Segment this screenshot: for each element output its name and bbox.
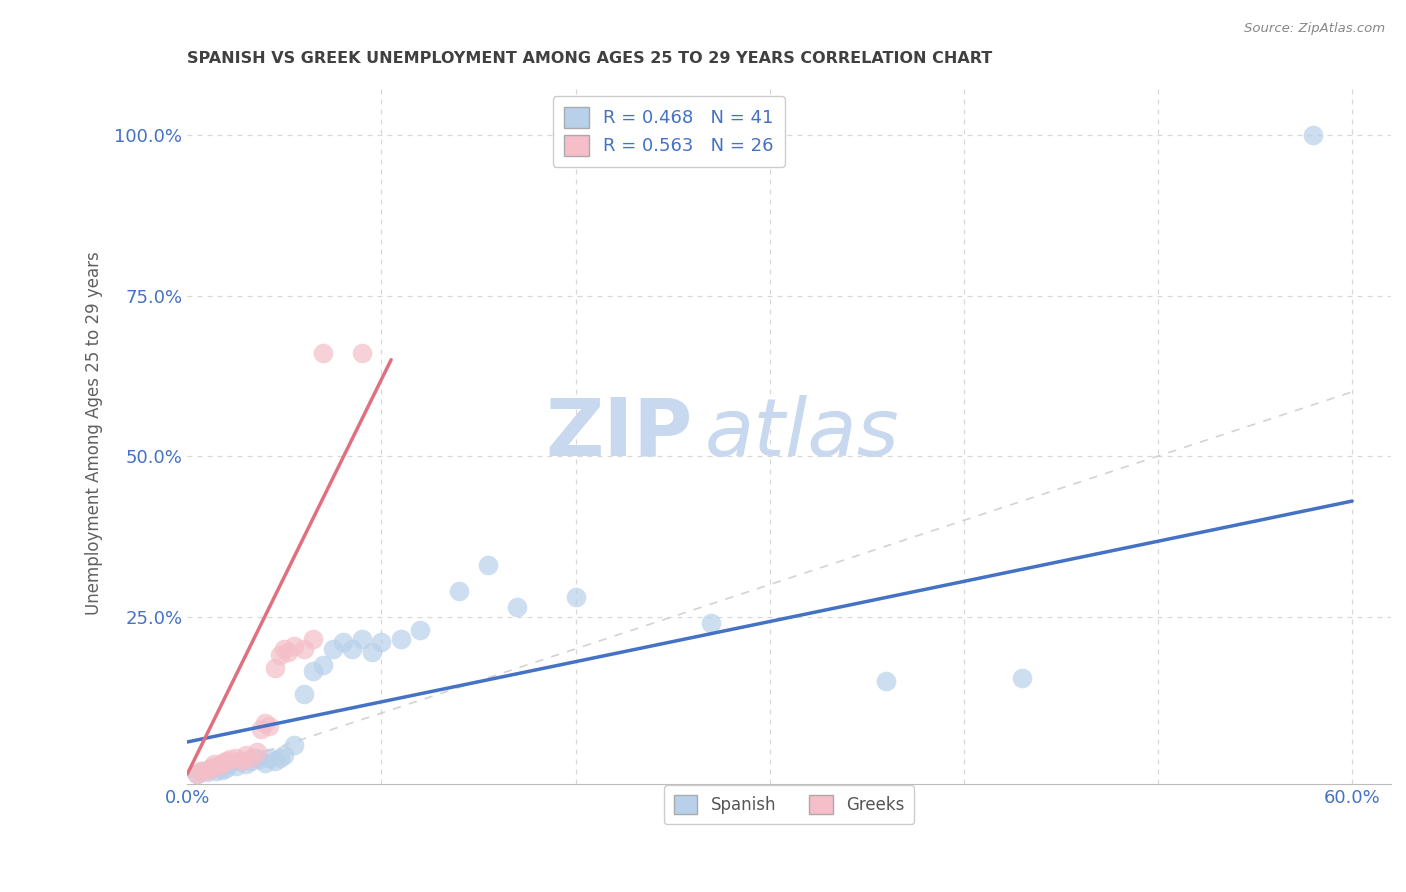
Point (302, 632, 325, 647)
Point (257, 719, 280, 733)
Point (370, 635, 392, 649)
Legend: Spanish, Greeks: Spanish, Greeks (664, 785, 914, 824)
Point (389, 632, 412, 647)
Point (250, 722, 273, 736)
Point (263, 661, 285, 675)
Point (225, 751, 247, 765)
Point (200, 761, 222, 775)
Point (283, 738, 305, 752)
Point (186, 767, 208, 781)
Point (240, 751, 263, 765)
Point (409, 623, 432, 637)
Y-axis label: Unemployment Among Ages 25 to 29 years: Unemployment Among Ages 25 to 29 years (86, 252, 103, 615)
Point (283, 639, 305, 653)
Point (215, 761, 238, 775)
Point (209, 758, 232, 772)
Point (312, 346, 335, 360)
Point (564, 591, 586, 605)
Point (247, 752, 270, 766)
Point (350, 346, 373, 360)
Point (273, 641, 295, 656)
Point (207, 758, 229, 772)
Point (257, 751, 280, 765)
Point (215, 754, 238, 768)
Point (342, 641, 364, 656)
Point (312, 657, 335, 672)
Point (506, 600, 529, 615)
Point (235, 747, 257, 762)
Point (277, 645, 299, 659)
Point (875, 673, 897, 688)
Point (190, 764, 212, 778)
Point (350, 632, 373, 647)
Point (219, 752, 242, 766)
Point (263, 754, 285, 768)
Point (302, 665, 325, 679)
Point (240, 754, 263, 768)
Point (225, 758, 247, 772)
Point (269, 648, 291, 663)
Point (477, 558, 499, 573)
Point (245, 751, 267, 765)
Point (292, 641, 315, 656)
Point (360, 645, 382, 659)
Point (273, 747, 295, 762)
Point (332, 635, 354, 649)
Point (700, 616, 723, 631)
Point (231, 754, 253, 768)
Point (228, 754, 250, 768)
Point (219, 756, 242, 771)
Point (211, 763, 233, 777)
Point (186, 767, 208, 781)
Point (195, 763, 218, 777)
Point (1302, 128, 1324, 142)
Point (322, 641, 344, 656)
Point (292, 687, 315, 701)
Point (204, 757, 226, 772)
Point (190, 764, 212, 778)
Point (253, 715, 276, 730)
Point (235, 757, 257, 772)
Point (205, 764, 228, 778)
Point (269, 751, 291, 765)
Text: ZIP: ZIP (546, 394, 693, 473)
Point (211, 756, 233, 771)
Point (449, 584, 471, 599)
Point (246, 745, 269, 759)
Text: atlas: atlas (704, 394, 900, 473)
Text: Source: ZipAtlas.com: Source: ZipAtlas.com (1244, 22, 1385, 36)
Point (253, 756, 276, 771)
Text: SPANISH VS GREEK UNEMPLOYMENT AMONG AGES 25 TO 29 YEARS CORRELATION CHART: SPANISH VS GREEK UNEMPLOYMENT AMONG AGES… (187, 51, 993, 66)
Point (1011, 671, 1033, 685)
Point (195, 765, 218, 780)
Point (215, 757, 238, 772)
Point (200, 761, 222, 775)
